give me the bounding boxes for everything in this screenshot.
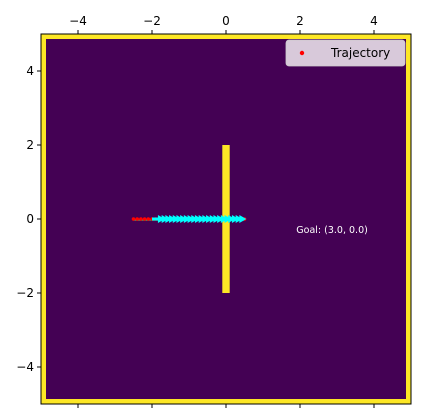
trajectory-point <box>131 217 136 221</box>
y-tick-label: −2 <box>16 286 34 300</box>
y-tick-label: −4 <box>16 360 34 374</box>
legend: Trajectory <box>285 39 406 67</box>
x-tick-label: −2 <box>143 14 161 28</box>
trajectory-point <box>142 217 147 221</box>
plot-area: Goal: (3.0, 0.0) <box>41 34 411 404</box>
legend-box <box>285 39 406 67</box>
legend-label-trajectory: Trajectory <box>330 46 390 60</box>
x-tick-label: 4 <box>370 14 378 28</box>
axes: −4 −2 0 2 4 −4 −2 0 2 4 <box>16 14 412 408</box>
y-tick-label: 2 <box>26 138 34 152</box>
y-tick-label: 4 <box>26 64 34 78</box>
legend-marker-trajectory <box>299 50 305 56</box>
trajectory-point <box>139 217 143 221</box>
x-tick-label: 0 <box>222 14 230 28</box>
goal-annotation: Goal: (3.0, 0.0) <box>296 225 368 236</box>
x-tick-label: −4 <box>69 14 87 28</box>
boundary-wall <box>41 34 411 404</box>
trajectory-point <box>146 217 151 221</box>
heading-arrow-head <box>239 215 247 223</box>
x-tick-label: 2 <box>296 14 304 28</box>
trajectory-point <box>135 217 139 221</box>
y-tick-label: 0 <box>26 212 34 226</box>
